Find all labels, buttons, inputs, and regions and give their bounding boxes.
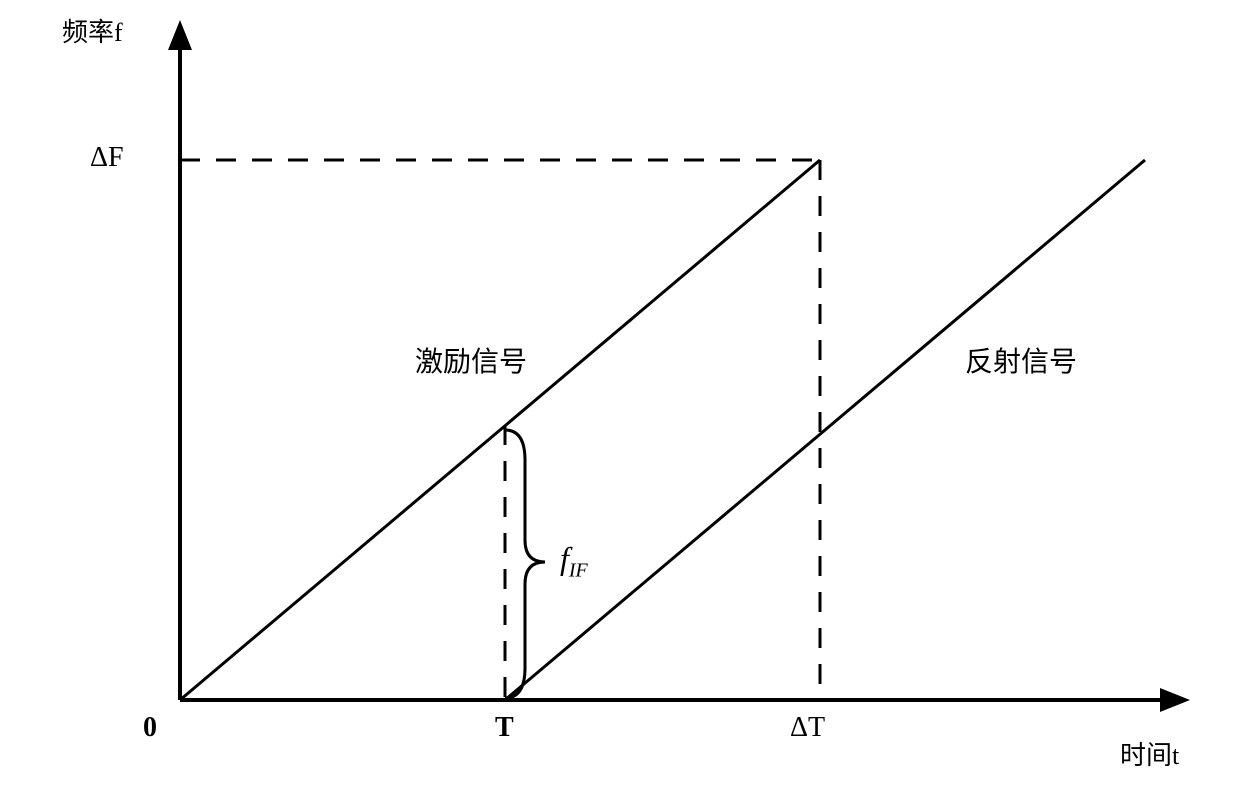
fif-label: fIF (560, 540, 588, 582)
T-label: T (495, 712, 514, 744)
excitation-line (180, 160, 820, 700)
y-axis-label: 频率f (62, 12, 123, 49)
reflection-line (505, 160, 1145, 700)
excitation-label: 激励信号 (415, 340, 527, 380)
y-axis-arrow (168, 20, 192, 50)
deltaT-label: ΔT (790, 712, 825, 744)
origin-label: 0 (143, 712, 157, 744)
fif-brace (505, 430, 545, 698)
deltaF-label: ΔF (90, 142, 124, 174)
x-axis-label: 时间t (1120, 735, 1179, 772)
x-axis-arrow (1160, 688, 1190, 712)
reflection-label: 反射信号 (965, 340, 1077, 380)
fmcw-diagram: 频率f 时间t 0 ΔF T ΔT 激励信号 反射信号 fIF (0, 0, 1240, 792)
diagram-svg (0, 0, 1240, 792)
